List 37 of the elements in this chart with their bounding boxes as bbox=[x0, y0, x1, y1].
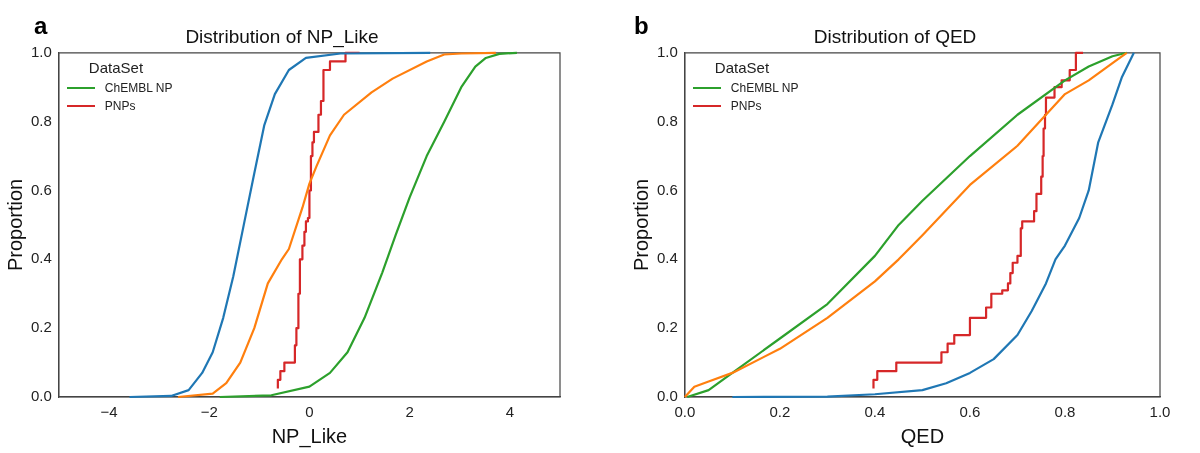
y-tick-label: 0.0 bbox=[30, 387, 52, 405]
text: b bbox=[634, 12, 649, 40]
x-tick-label: 0.4 bbox=[864, 403, 886, 421]
y-tick-label: 1.0 bbox=[30, 42, 52, 60]
y-tick-label: 0.8 bbox=[656, 111, 678, 129]
x-tick-label: 0 bbox=[305, 403, 314, 421]
legend-title: DataSet bbox=[88, 58, 145, 77]
y-axis-title: Proportion bbox=[3, 178, 26, 272]
y-tick-label: 0.2 bbox=[656, 318, 678, 336]
legend-label: ChEMBL NP bbox=[730, 79, 799, 97]
y-axis-title: Proportion bbox=[629, 178, 652, 272]
x-tick-label: −4 bbox=[100, 403, 118, 421]
y-tick-label: 0.0 bbox=[656, 387, 678, 405]
y-tick-label: 0.8 bbox=[30, 111, 52, 129]
y-tick-label: 0.6 bbox=[656, 180, 678, 198]
legend-label: ChEMBL NP bbox=[104, 79, 173, 97]
y-tick-label: 1.0 bbox=[656, 42, 678, 60]
y-tick-label: 0.2 bbox=[30, 318, 52, 336]
legend-label: PNPs bbox=[104, 97, 136, 115]
x-axis-title: NP_Like bbox=[271, 424, 348, 448]
x-tick-label: 2 bbox=[405, 403, 414, 421]
x-tick-label: −2 bbox=[200, 403, 218, 421]
legend-label: PNPs bbox=[730, 97, 762, 115]
y-tick-label: 0.4 bbox=[30, 249, 52, 267]
y-tick-label: 0.4 bbox=[656, 249, 678, 267]
x-tick-label: 1.0 bbox=[1149, 403, 1171, 421]
y-tick-label: 0.6 bbox=[30, 180, 52, 198]
x-axis-title: QED bbox=[900, 424, 945, 447]
x-tick-label: 0.0 bbox=[674, 403, 696, 421]
text: a bbox=[34, 12, 48, 40]
chart-title: Distribution of NP_Like bbox=[185, 25, 379, 48]
chart-title: Distribution of QED bbox=[813, 25, 977, 47]
legend-title: DataSet bbox=[714, 58, 771, 77]
x-tick-label: 4 bbox=[505, 403, 515, 421]
x-tick-label: 0.8 bbox=[1054, 403, 1076, 421]
x-tick-label: 0.6 bbox=[959, 403, 981, 421]
x-tick-label: 0.2 bbox=[769, 403, 791, 421]
